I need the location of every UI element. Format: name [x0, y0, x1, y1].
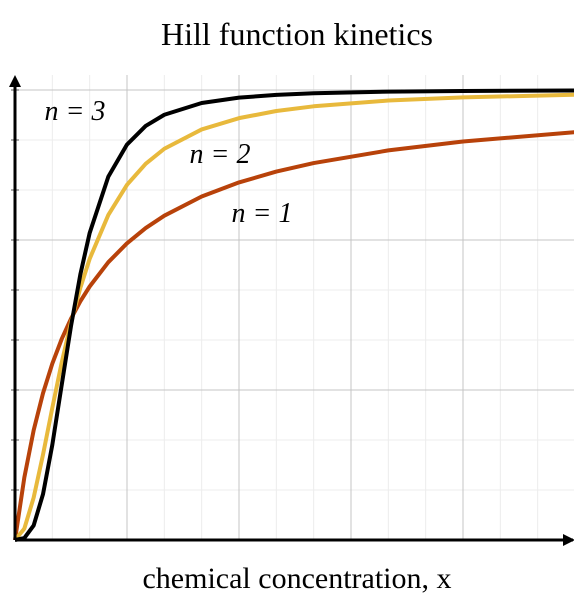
line-series	[14, 88, 574, 542]
series-label: n = 1	[232, 198, 293, 229]
chart-title: Hill function kinetics	[161, 16, 433, 52]
x-axis-label: chemical concentration, x	[142, 562, 451, 595]
series-label: n = 2	[190, 139, 251, 170]
x-axis-arrow	[563, 534, 574, 546]
line-series	[13, 92, 574, 542]
y-axis-arrow	[9, 75, 21, 87]
line-series	[13, 130, 574, 541]
series-label: n = 3	[45, 96, 106, 127]
